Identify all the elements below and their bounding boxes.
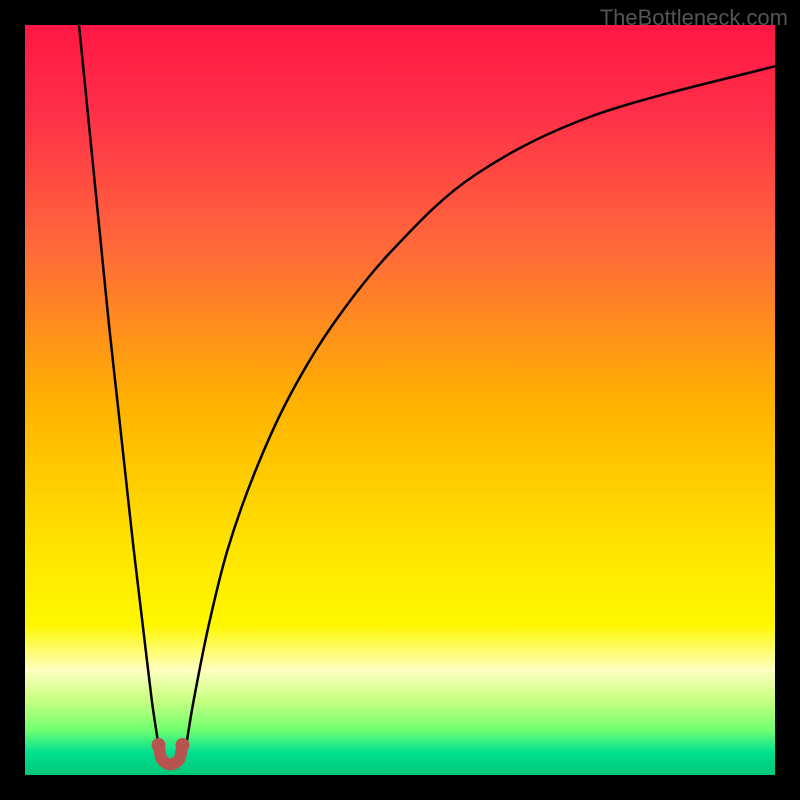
chart-svg <box>25 25 775 775</box>
watermark-text: TheBottleneck.com <box>600 5 788 31</box>
min-marker-dot-right <box>176 738 190 752</box>
chart-background <box>25 25 775 775</box>
min-marker-dot-left <box>152 738 166 752</box>
bottleneck-chart <box>25 25 775 775</box>
